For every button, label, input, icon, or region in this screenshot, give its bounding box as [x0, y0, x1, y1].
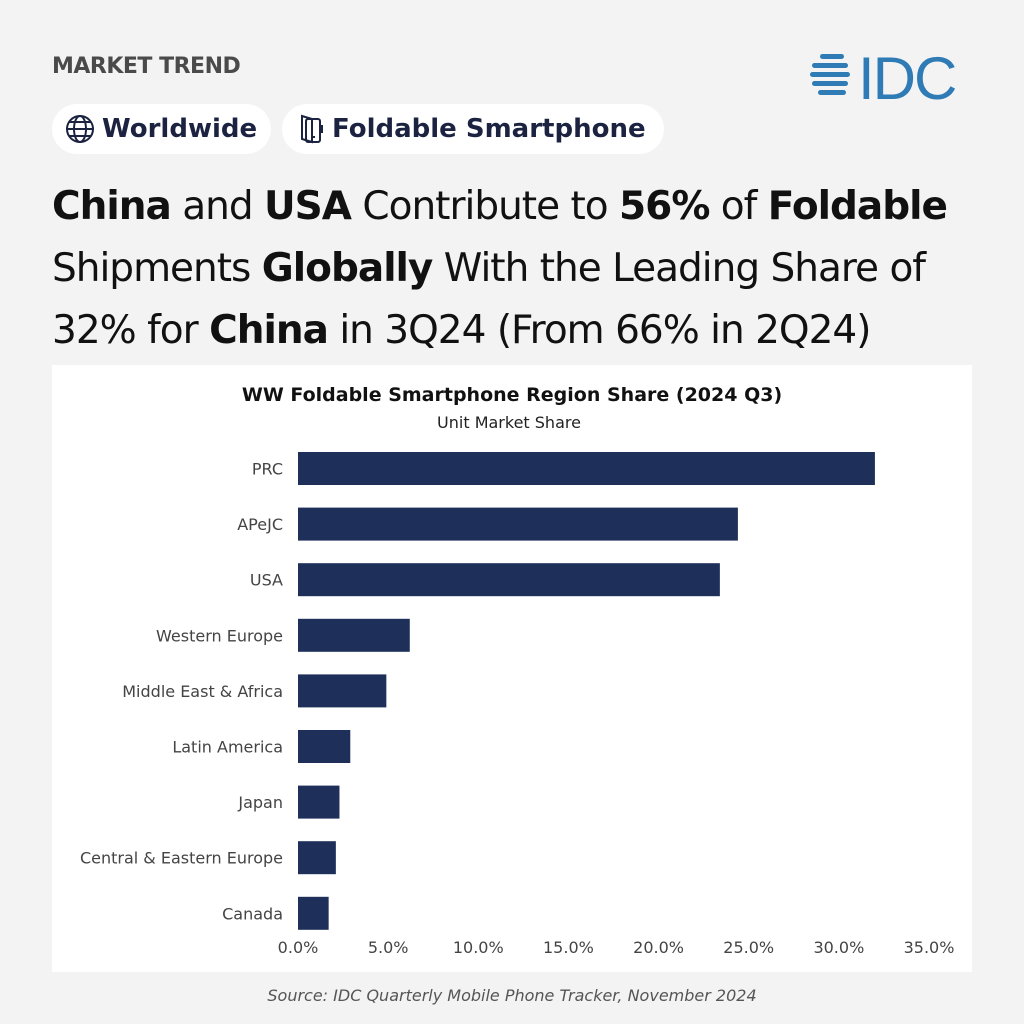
kicker: MARKET TREND [52, 54, 241, 79]
bar [298, 785, 340, 819]
x-tick-label: 35.0% [904, 938, 955, 957]
x-tick-label: 20.0% [633, 938, 684, 957]
bar [298, 452, 875, 485]
tag-label: Foldable Smartphone [332, 114, 646, 144]
headline-segment: USA [264, 184, 352, 229]
category-label: Canada [222, 904, 283, 923]
headline-segment: 56% [619, 184, 710, 229]
x-tick-label: 5.0% [368, 938, 409, 957]
category-label: APeJC [237, 515, 283, 534]
category-label: PRC [252, 460, 283, 479]
category-label: USA [250, 571, 283, 590]
bar [298, 841, 336, 875]
headline-segment: Contribute to [350, 184, 620, 229]
globe-icon [66, 115, 94, 143]
headline-segment: of [709, 184, 768, 229]
category-label: Middle East & Africa [122, 682, 283, 701]
bar [298, 896, 329, 930]
headline-segment: With the Leading Share of 32% for [52, 246, 926, 353]
svg-text:IDC: IDC [858, 50, 956, 104]
category-label: Central & Eastern Europe [80, 849, 283, 868]
category-label: Japan [237, 793, 283, 812]
headline: China and USA Contribute to 56% of Folda… [52, 176, 982, 362]
x-tick-label: 10.0% [453, 938, 504, 957]
x-tick-label: 30.0% [813, 938, 864, 957]
tag-foldable-smartphone: Foldable Smartphone [282, 104, 664, 154]
x-tick-label: 15.0% [543, 938, 594, 957]
idc-logo: IDC [810, 50, 958, 104]
chart-title: WW Foldable Smartphone Region Share (202… [241, 384, 783, 406]
headline-segment: Foldable [767, 184, 948, 229]
headline-segment: in 3Q24 (From 66% in 2Q24) [327, 308, 871, 353]
foldable-phone-icon [301, 114, 323, 144]
source-note: Source: IDC Quarterly Mobile Phone Track… [267, 986, 757, 1005]
bar [298, 507, 738, 541]
tag-worldwide: Worldwide [52, 104, 272, 154]
headline-segment: and [170, 184, 265, 229]
bar [298, 618, 410, 652]
bar [298, 563, 720, 597]
headline-segment: Globally [261, 246, 434, 291]
headline-segment: Shipments [52, 246, 262, 291]
x-tick-label: 25.0% [723, 938, 774, 957]
category-label: Western Europe [156, 626, 283, 645]
tag-label: Worldwide [102, 114, 258, 144]
x-tick-label: 0.0% [278, 938, 319, 957]
chart-subtitle: Unit Market Share [437, 413, 581, 432]
headline-segment: China [52, 184, 172, 229]
headline-segment: China [209, 308, 329, 353]
bar [298, 730, 351, 763]
bar [298, 674, 387, 708]
category-label: Latin America [172, 738, 283, 757]
